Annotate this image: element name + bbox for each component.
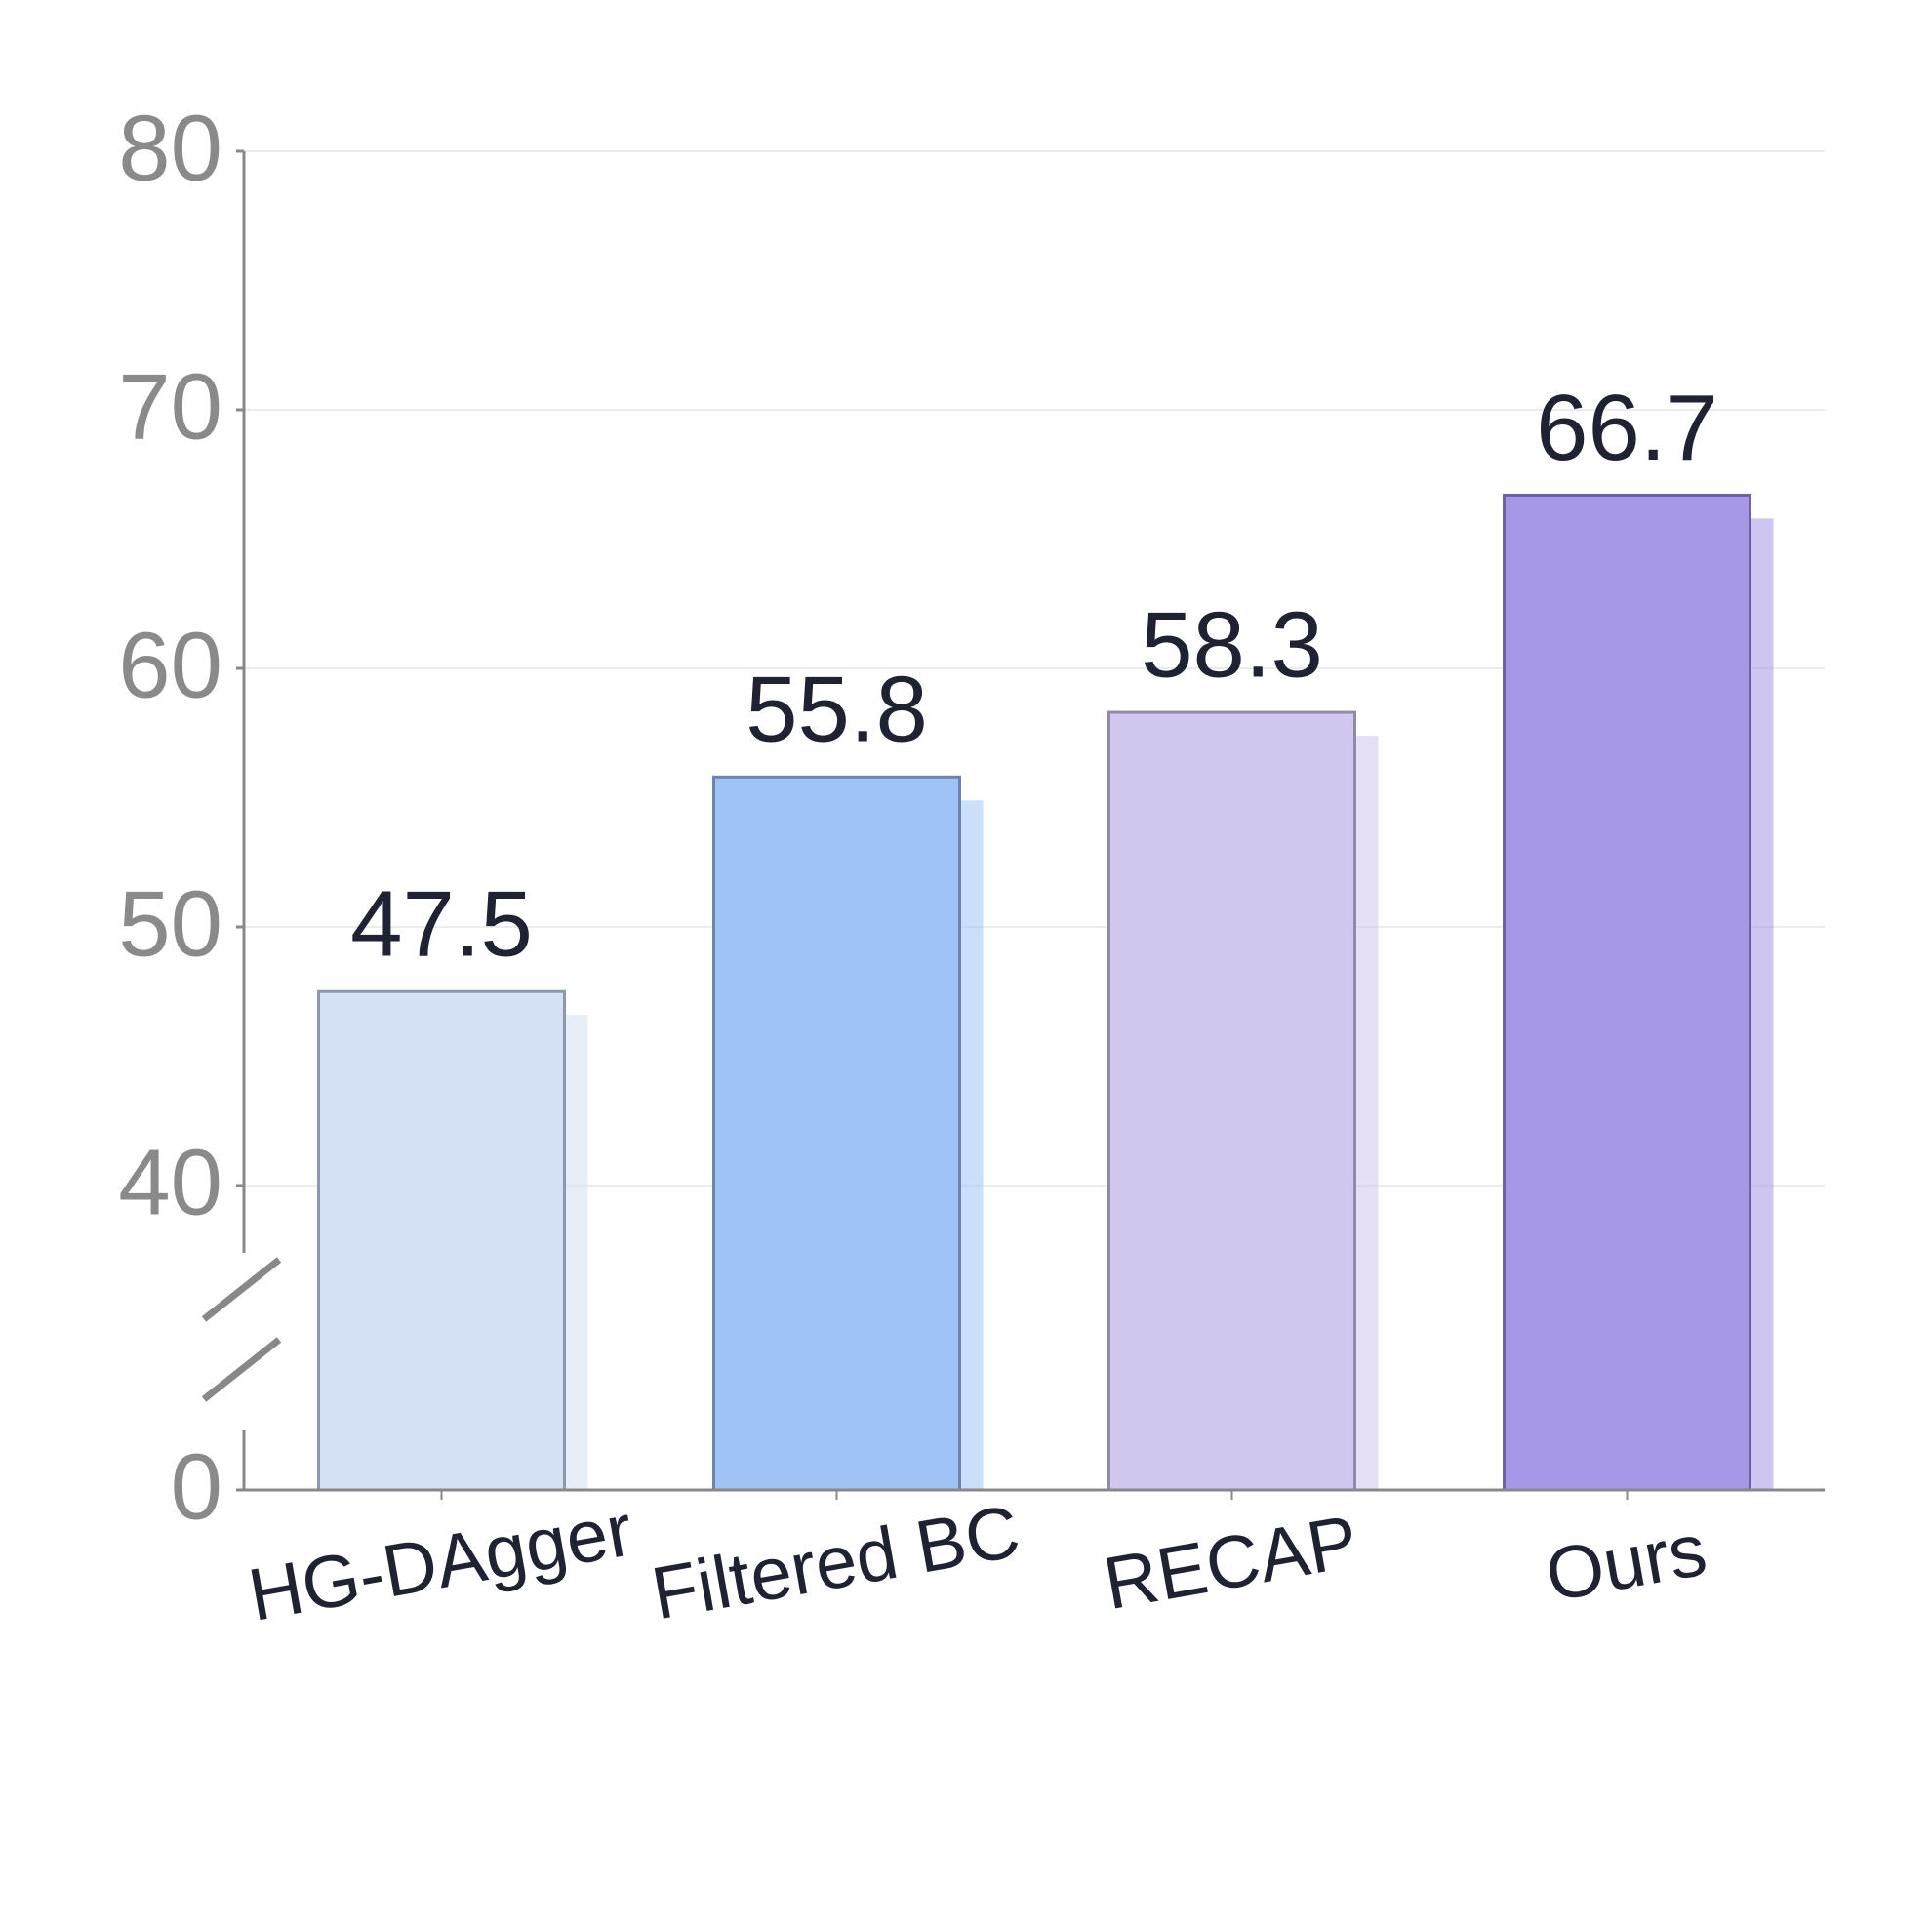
bar: [712, 775, 961, 1492]
x-tick-label: RECAP: [1098, 1500, 1364, 1626]
x-tick-label: Filtered BC: [646, 1490, 1026, 1636]
y-tick-label: 80: [118, 96, 222, 200]
value-label: 58.3: [1141, 592, 1323, 697]
value-label: 47.5: [350, 872, 533, 977]
value-label: 66.7: [1536, 376, 1718, 480]
axis-break: [201, 1257, 282, 1322]
x-tick-label: Ours: [1540, 1509, 1712, 1618]
y-tick-label: 60: [118, 613, 222, 717]
value-label: 55.8: [745, 658, 928, 762]
bar: [1503, 493, 1751, 1492]
y-tick-label: 50: [118, 871, 222, 976]
y-tick-label: 70: [118, 354, 222, 459]
bar: [1107, 710, 1356, 1492]
y-tick-label: 40: [118, 1130, 222, 1234]
axis-break: [201, 1337, 282, 1402]
y-tick-label: 0: [171, 1434, 222, 1539]
x-tick-label: HG-DAgger: [243, 1488, 639, 1637]
bar: [317, 989, 566, 1492]
